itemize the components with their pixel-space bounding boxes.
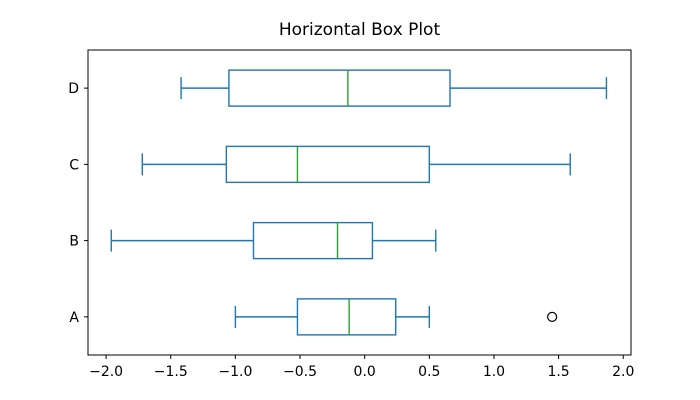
box-group-B bbox=[110, 221, 437, 260]
iqr-box-C bbox=[225, 145, 431, 184]
x-tick-label-−2.0: −2.0 bbox=[89, 364, 123, 380]
x-tick-label-1.5: 1.5 bbox=[547, 364, 569, 380]
y-tick-label-B: B bbox=[69, 234, 79, 250]
box-group-A bbox=[234, 298, 558, 336]
x-tick-label-0.5: 0.5 bbox=[418, 364, 440, 380]
iqr-box-A bbox=[296, 298, 397, 336]
iqr-box-B bbox=[252, 221, 374, 260]
x-tick-label-2.0: 2.0 bbox=[612, 364, 634, 380]
y-tick-label-C: C bbox=[69, 157, 79, 173]
x-tick-label-−1.0: −1.0 bbox=[218, 364, 252, 380]
y-tick-label-A: A bbox=[69, 310, 79, 326]
boxes-layer bbox=[110, 69, 608, 336]
y-tick-label-D: D bbox=[68, 81, 79, 97]
x-tick-label-−0.5: −0.5 bbox=[283, 364, 317, 380]
outlier-marker-A-0 bbox=[547, 311, 558, 322]
ticks-layer: −2.0 −1.5 −1.0 −0.5 0.0 0.5 1.0 1.5 2.0 A B C D bbox=[68, 81, 634, 380]
box-group-D bbox=[180, 69, 608, 107]
box-group-C bbox=[141, 145, 571, 184]
iqr-box-D bbox=[228, 69, 451, 107]
axes-frame bbox=[87, 49, 632, 356]
x-tick-label-1.0: 1.0 bbox=[483, 364, 505, 380]
x-tick-label-−1.5: −1.5 bbox=[154, 364, 188, 380]
x-tick-label-0.0: 0.0 bbox=[354, 364, 376, 380]
chart-title: Horizontal Box Plot bbox=[279, 20, 441, 40]
